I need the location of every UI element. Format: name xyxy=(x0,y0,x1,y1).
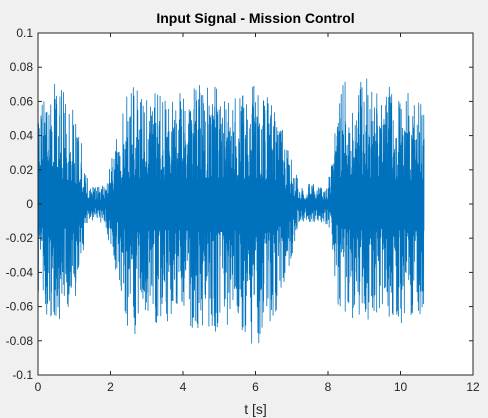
y-axis-ticks: -0.1 -0.08 -0.06 -0.04 -0.02 0 0.02 0.04 0.06 0.0… xyxy=(6,26,473,382)
y-tick-label: -0.1 xyxy=(12,368,33,382)
y-tick-label: -0.06 xyxy=(6,300,34,314)
y-tick-label: 0.08 xyxy=(10,60,34,74)
x-tick-label: 10 xyxy=(394,380,408,394)
y-tick-label: -0.02 xyxy=(6,231,34,245)
x-tick-label: 2 xyxy=(107,380,114,394)
x-axis-label: t [s] xyxy=(244,401,267,417)
y-tick-label: 0 xyxy=(26,197,33,211)
signal-waveform xyxy=(37,78,425,344)
y-tick-label: 0.06 xyxy=(10,94,34,108)
y-tick-label: -0.08 xyxy=(6,334,34,348)
x-tick-label: 8 xyxy=(325,380,332,394)
x-tick-label: 0 xyxy=(35,380,42,394)
chart-title: Input Signal - Mission Control xyxy=(156,10,354,26)
y-tick-label: -0.04 xyxy=(6,265,34,279)
x-tick-label: 4 xyxy=(180,380,187,394)
x-tick-label: 6 xyxy=(252,380,259,394)
y-tick-label: 0.04 xyxy=(10,129,34,143)
signal-core-band xyxy=(38,172,425,237)
y-tick-label: 0.1 xyxy=(16,26,33,40)
x-tick-label: 12 xyxy=(466,380,480,394)
y-tick-label: 0.02 xyxy=(10,163,34,177)
x-axis-ticks: 0 2 4 6 8 10 12 xyxy=(35,33,480,394)
